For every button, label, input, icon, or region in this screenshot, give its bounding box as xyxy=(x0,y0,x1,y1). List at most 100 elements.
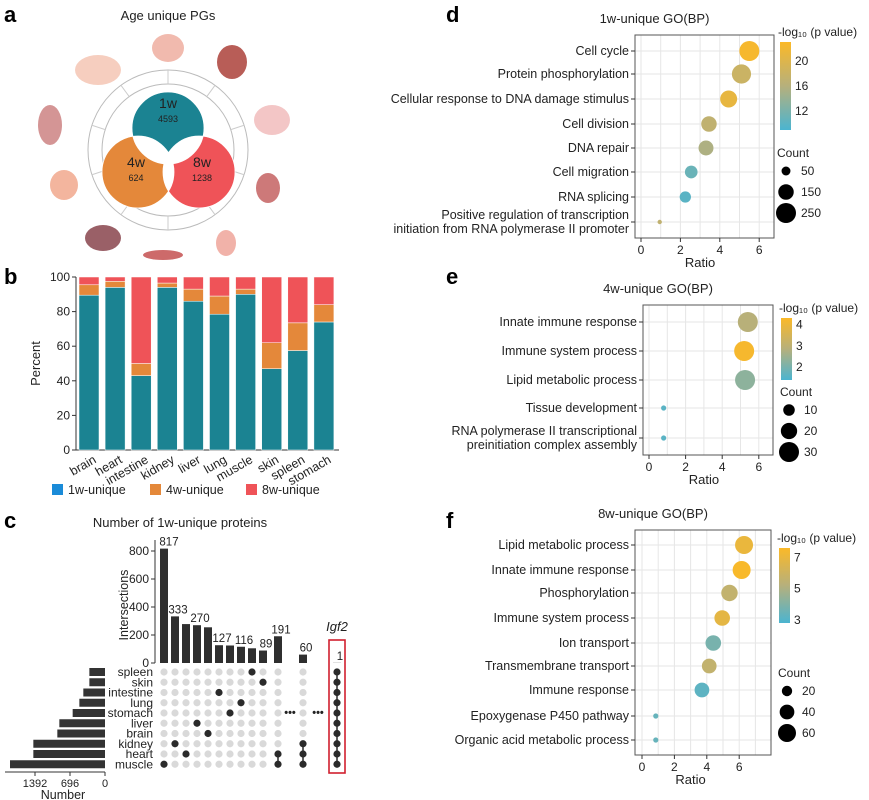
set-size-bar-skin xyxy=(89,678,105,687)
matrix-dot-empty xyxy=(204,668,212,676)
go-term-label: Tissue development xyxy=(526,401,638,415)
bar-kidney-8w-unique xyxy=(157,276,178,284)
bar-skin-1w-unique xyxy=(261,368,282,451)
matrix-dot-empty xyxy=(237,678,245,686)
intersection-label: 817 xyxy=(159,537,178,549)
go-term-label: Cell migration xyxy=(553,165,629,179)
bubble-immune-system-process xyxy=(734,341,755,361)
size-legend-dot xyxy=(778,724,796,742)
venn-outline xyxy=(101,135,175,209)
matrix-dot-empty xyxy=(182,719,190,727)
colorbar-tick-label: 4 xyxy=(796,317,803,331)
brain-icon xyxy=(152,34,184,62)
go-term-label: Lipid metabolic process xyxy=(506,373,637,387)
matrix-dot-empty xyxy=(215,729,223,738)
go-term-label: Organic acid metabolic process xyxy=(455,733,629,747)
bar-skin-8w-unique xyxy=(261,276,282,343)
ring-divider xyxy=(230,124,245,131)
bubble-innate-immune-response xyxy=(737,312,758,332)
legend-label: 4w-unique xyxy=(166,483,224,497)
venn-overlap xyxy=(163,136,204,164)
set-size-bar-brain xyxy=(57,729,105,738)
panel-label-a: a xyxy=(4,2,17,27)
panel-label-f: f xyxy=(446,508,454,533)
colorbar xyxy=(780,42,791,130)
y-axis-label: Percent xyxy=(28,341,43,386)
bar-liver-8w-unique xyxy=(183,276,204,290)
matrix-dot-empty xyxy=(215,668,223,676)
matrix-dot-filled xyxy=(204,729,212,738)
bubble-dna-repair xyxy=(698,140,714,156)
intersection-label: 127 xyxy=(212,633,231,645)
matrix-dot-empty xyxy=(226,668,234,676)
legend-label: 1w-unique xyxy=(68,483,126,497)
size-legend-dot xyxy=(781,166,791,176)
size-legend-label: 50 xyxy=(801,164,815,178)
chart-title: 8w-unique GO(BP) xyxy=(598,506,708,521)
chart-title: 1w-unique GO(BP) xyxy=(600,11,710,26)
intersection-bar xyxy=(274,636,282,663)
matrix-dot-empty xyxy=(193,678,201,686)
matrix-dot-filled xyxy=(193,719,201,727)
bubble-immune-system-process xyxy=(714,610,730,626)
x-tick-label: 6 xyxy=(756,243,763,257)
matrix-dot-empty xyxy=(226,688,234,697)
bubble-epoxygenase-p450-pathway xyxy=(653,713,659,719)
matrix-dot-empty xyxy=(299,729,307,738)
intersection-label: 116 xyxy=(235,635,253,647)
matrix-dot-empty xyxy=(226,740,234,748)
size-legend-label: 30 xyxy=(804,445,818,459)
x-axis-label: Ratio xyxy=(689,472,719,487)
matrix-dot-empty xyxy=(215,678,223,686)
matrix-dot-empty xyxy=(237,668,245,676)
go-term-label: Cell division xyxy=(562,117,629,131)
go-term-label: Lipid metabolic process xyxy=(498,538,629,552)
matrix-dot-empty xyxy=(171,699,179,707)
matrix-dot-empty xyxy=(237,729,245,738)
venn-outline xyxy=(131,91,205,165)
liver-icon xyxy=(85,225,121,251)
matrix-dot-empty xyxy=(248,699,256,707)
size-legend-dot xyxy=(779,442,799,462)
matrix-dot-empty xyxy=(226,729,234,738)
y-tick-label: 800 xyxy=(129,544,149,558)
bar-intestine-4w-unique xyxy=(130,363,152,376)
x-axis-label: Ratio xyxy=(675,772,705,787)
matrix-dot-empty xyxy=(226,750,234,758)
upset-title: Number of 1w-unique proteins xyxy=(93,515,268,530)
matrix-dot-empty xyxy=(259,760,267,768)
intersection-label: 1 xyxy=(337,651,343,663)
x-tick-label: 4 xyxy=(719,460,726,474)
matrix-dot-empty xyxy=(160,719,168,727)
matrix-dot-empty xyxy=(274,709,282,717)
bar-brain-1w-unique xyxy=(78,294,100,451)
panel-label-c: c xyxy=(4,508,16,533)
heart-icon xyxy=(217,45,247,79)
size-legend-dot xyxy=(778,184,794,200)
venn-set-count: 624 xyxy=(128,173,143,183)
go-term-label: Innate immune response xyxy=(499,315,637,329)
stomach-icon xyxy=(50,170,78,200)
set-size-bar-lung xyxy=(79,698,105,707)
size-legend-dot xyxy=(776,203,796,223)
bar-heart-4w-unique xyxy=(104,281,126,288)
set-label: intestine xyxy=(108,686,153,700)
colorbar-tick-label: 7 xyxy=(794,550,801,564)
matrix-dot-empty xyxy=(226,699,234,707)
bar-muscle-4w-unique xyxy=(235,288,256,295)
y-tick-label: 60 xyxy=(57,339,71,353)
muscle-icon xyxy=(143,250,183,260)
bar-muscle-1w-unique xyxy=(235,294,256,451)
x-tick-label: 4 xyxy=(716,243,723,257)
matrix-dot-empty xyxy=(248,688,256,697)
matrix-dot-empty xyxy=(160,668,168,676)
bar-lung-4w-unique xyxy=(209,295,230,315)
legend-label: 8w-unique xyxy=(262,483,320,497)
colorbar-tick-label: 3 xyxy=(794,613,801,627)
matrix-dot-empty xyxy=(171,678,179,686)
matrix-dot-empty xyxy=(248,678,256,686)
bubble-lipid-metabolic-process xyxy=(735,536,754,554)
matrix-dot-empty xyxy=(237,740,245,748)
intersection-bar xyxy=(204,627,212,663)
bar-heart-8w-unique xyxy=(104,276,126,282)
